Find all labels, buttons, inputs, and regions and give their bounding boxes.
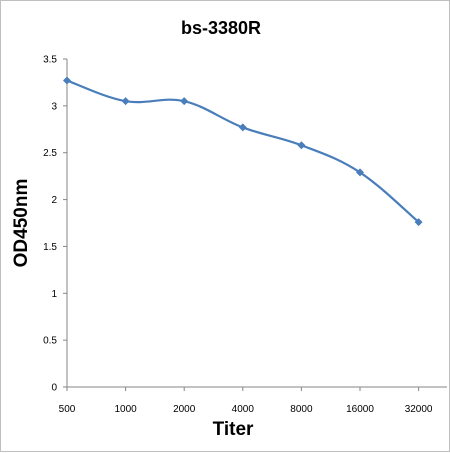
chart-title: bs-3380R	[181, 18, 261, 38]
x-axis-title: Titer	[213, 419, 254, 440]
x-tick-label: 16000	[346, 404, 374, 415]
data-point-1000	[121, 97, 130, 106]
x-tick-labels: 500 1000 2000 4000 8000 16000 32000	[59, 387, 433, 415]
y-tick-label: 2	[51, 195, 57, 206]
x-tick-label: 8000	[290, 404, 313, 415]
x-tick-label: 500	[59, 404, 76, 415]
y-tick-label: 1.5	[43, 242, 57, 253]
data-point-4000	[238, 123, 247, 132]
x-tick-label: 1000	[114, 404, 137, 415]
series-line	[66, 79, 420, 223]
y-tick-label: 3	[51, 101, 57, 112]
y-tick-label: 0	[51, 383, 57, 394]
y-tick-label: 1	[51, 289, 57, 300]
data-point-8000	[297, 141, 306, 150]
data-point-32000	[414, 218, 423, 227]
data-point-2000	[180, 97, 189, 106]
data-point-500	[63, 76, 71, 85]
series-markers	[63, 76, 423, 227]
y-tick-label: 0.5	[43, 336, 57, 347]
y-axis-title: OD450nm	[11, 179, 32, 268]
x-tick-label: 32000	[405, 404, 433, 415]
y-tick-label: 3.5	[43, 55, 57, 66]
x-tick-label: 2000	[173, 404, 196, 415]
y-tick-labels: 0 0.5 1 1.5 2 2.5 3 3.5	[43, 55, 67, 394]
y-tick-label: 2.5	[43, 148, 57, 159]
data-point-16000	[356, 168, 364, 177]
x-tick-label: 4000	[232, 404, 255, 415]
